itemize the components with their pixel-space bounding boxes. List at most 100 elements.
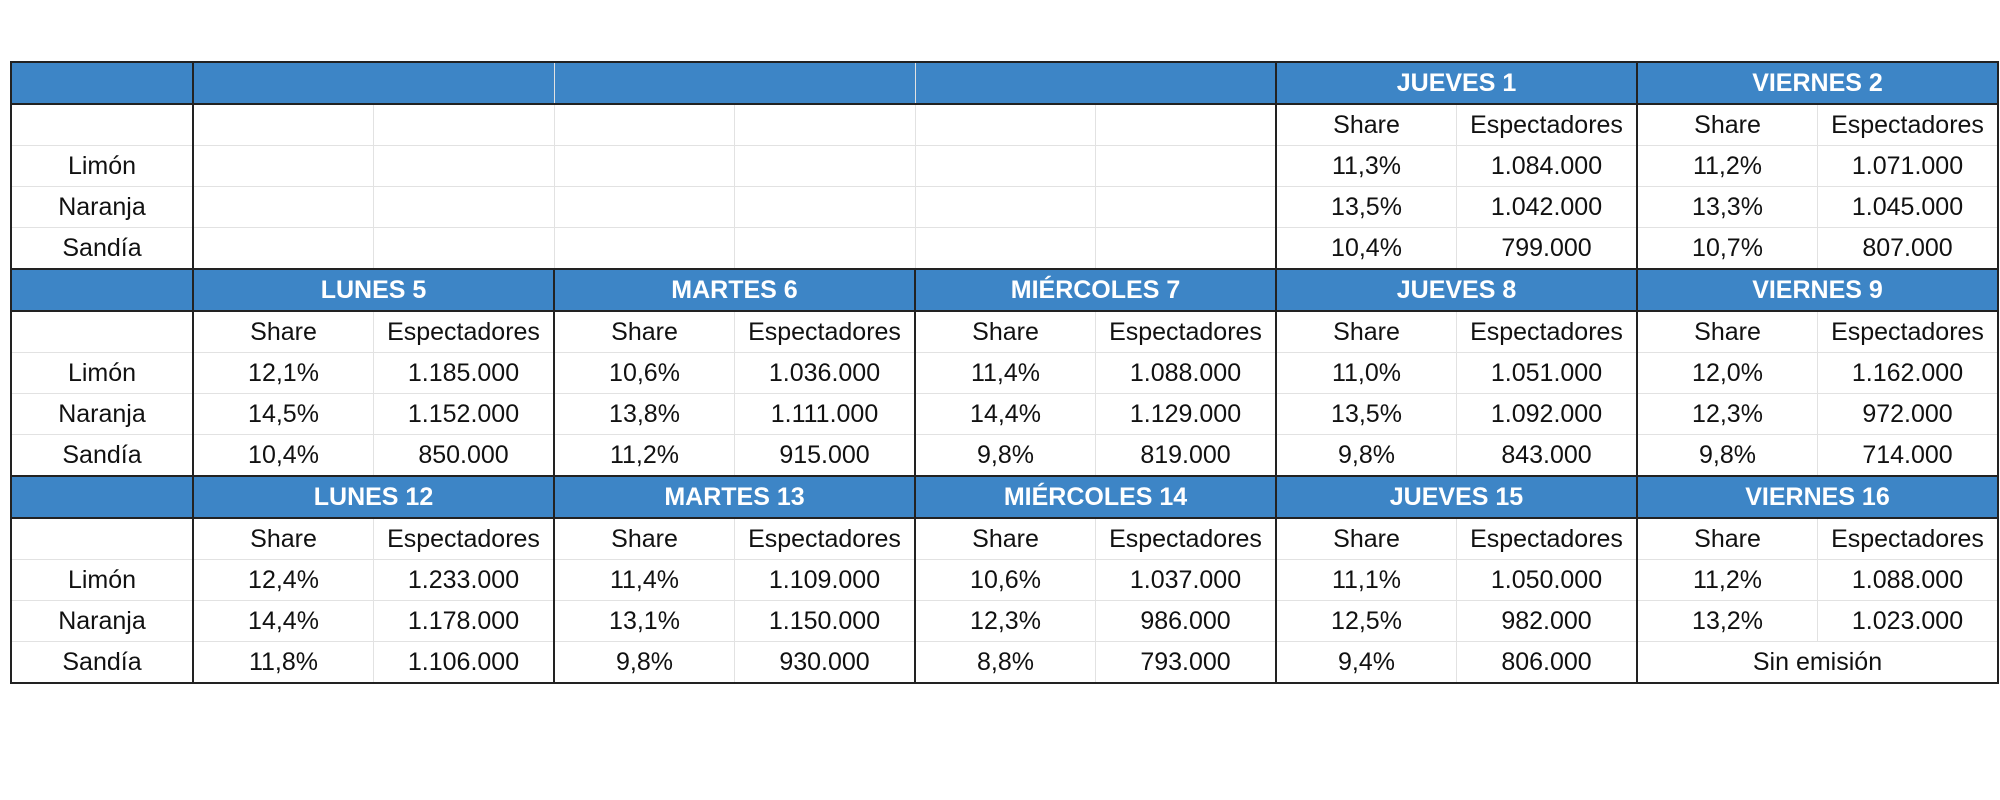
day-header-row: JUEVES 1 VIERNES 2 [10,61,1999,105]
share-cell: 11,8% [192,641,374,684]
espectadores-cell: 986.000 [1095,600,1277,642]
row-label: Sandía [10,227,194,270]
empty-cell [914,103,1096,146]
empty-cell [553,227,735,270]
espectadores-cell: 1.178.000 [373,600,555,642]
espectadores-cell: 1.152.000 [373,393,555,435]
share-cell: 9,4% [1275,641,1457,684]
espectadores-cell: 819.000 [1095,434,1277,477]
row-label: Limón [10,352,194,394]
share-cell: 10,4% [1275,227,1457,270]
share-column-header: Share [914,517,1096,560]
share-cell: 11,2% [1636,145,1818,187]
table-row: Sandía 10,4% 799.000 10,7% 807.000 [10,227,1999,270]
espectadores-cell: 1.071.000 [1817,145,1999,187]
day-title: MARTES 6 [553,268,916,312]
row-label-blank [10,103,194,146]
share-cell: 12,3% [914,600,1096,642]
empty-day-header [553,61,916,105]
espectadores-column-header: Espectadores [373,517,555,560]
empty-cell [1095,145,1277,187]
table-row: Limón 12,4% 1.233.000 11,4% 1.109.000 10,6% 1.… [10,559,1999,601]
empty-cell [373,103,555,146]
share-cell: 13,8% [553,393,735,435]
share-cell: 14,5% [192,393,374,435]
share-cell: 14,4% [914,393,1096,435]
day-title: MIÉRCOLES 14 [914,475,1277,519]
share-cell: 12,4% [192,559,374,601]
espectadores-column-header: Espectadores [1817,517,1999,560]
day-title: LUNES 12 [192,475,555,519]
table-row: Naranja 14,4% 1.178.000 13,1% 1.150.000 12,3%… [10,600,1999,642]
empty-cell [1095,227,1277,270]
day-header-row: LUNES 12 MARTES 13 MIÉRCOLES 14 JUEVES 15 VI… [10,475,1999,519]
row-label: Sandía [10,434,194,477]
empty-cell [553,103,735,146]
espectadores-column-header: Espectadores [734,517,916,560]
day-title: VIERNES 9 [1636,268,1999,312]
share-cell: 13,5% [1275,186,1457,228]
share-column-header: Share [1636,517,1818,560]
espectadores-cell: 799.000 [1456,227,1638,270]
row-label-blank [10,517,194,560]
header-label-cell [10,61,194,105]
espectadores-column-header: Espectadores [1095,517,1277,560]
share-cell: 10,7% [1636,227,1818,270]
day-title: LUNES 5 [192,268,555,312]
espectadores-cell: 1.111.000 [734,393,916,435]
table-row: Sandía 11,8% 1.106.000 9,8% 930.000 8,8% 793.0… [10,641,1999,684]
row-label: Limón [10,559,194,601]
share-column-header: Share [553,310,735,353]
empty-cell [192,103,374,146]
empty-cell [373,186,555,228]
share-cell: 12,1% [192,352,374,394]
espectadores-cell: 850.000 [373,434,555,477]
day-title: JUEVES 15 [1275,475,1638,519]
share-cell: 10,4% [192,434,374,477]
espectadores-cell: 1.233.000 [373,559,555,601]
espectadores-cell: 714.000 [1817,434,1999,477]
share-column-header: Share [914,310,1096,353]
share-column-header: Share [192,310,374,353]
espectadores-column-header: Espectadores [1817,103,1999,146]
empty-cell [553,145,735,187]
row-label: Sandía [10,641,194,684]
empty-day-header [192,61,555,105]
empty-day-header [914,61,1277,105]
share-cell: 9,8% [914,434,1096,477]
table-row: Sandía 10,4% 850.000 11,2% 915.000 9,8% 819.00… [10,434,1999,477]
espectadores-cell: 806.000 [1456,641,1638,684]
column-header-row: Share Espectadores Share Espectadores Share E… [10,310,1999,353]
share-cell: 13,3% [1636,186,1818,228]
table-row: Naranja 13,5% 1.042.000 13,3% 1.045.000 [10,186,1999,228]
espectadores-column-header: Espectadores [1095,310,1277,353]
espectadores-cell: 1.023.000 [1817,600,1999,642]
espectadores-cell: 807.000 [1817,227,1999,270]
share-cell: 13,5% [1275,393,1457,435]
espectadores-cell: 1.185.000 [373,352,555,394]
espectadores-cell: 1.051.000 [1456,352,1638,394]
column-header-row: Share Espectadores Share Espectadores [10,103,1999,146]
espectadores-cell: 1.162.000 [1817,352,1999,394]
share-cell: 11,0% [1275,352,1457,394]
day-title: MIÉRCOLES 7 [914,268,1277,312]
empty-cell [553,186,735,228]
audience-table: JUEVES 1 VIERNES 2 Share Espectadores Share E… [10,61,1999,684]
espectadores-cell: 915.000 [734,434,916,477]
espectadores-column-header: Espectadores [1456,103,1638,146]
espectadores-cell: 982.000 [1456,600,1638,642]
empty-cell [373,227,555,270]
share-column-header: Share [553,517,735,560]
row-label: Limón [10,145,194,187]
espectadores-column-header: Espectadores [373,310,555,353]
table-row: Limón 12,1% 1.185.000 10,6% 1.036.000 11,4% 1.… [10,352,1999,394]
day-title: MARTES 13 [553,475,916,519]
day-title: VIERNES 2 [1636,61,1999,105]
share-cell: 11,4% [553,559,735,601]
espectadores-cell: 793.000 [1095,641,1277,684]
share-cell: 10,6% [914,559,1096,601]
empty-cell [734,145,916,187]
empty-cell [734,103,916,146]
share-cell: 13,2% [1636,600,1818,642]
row-label-blank [10,310,194,353]
